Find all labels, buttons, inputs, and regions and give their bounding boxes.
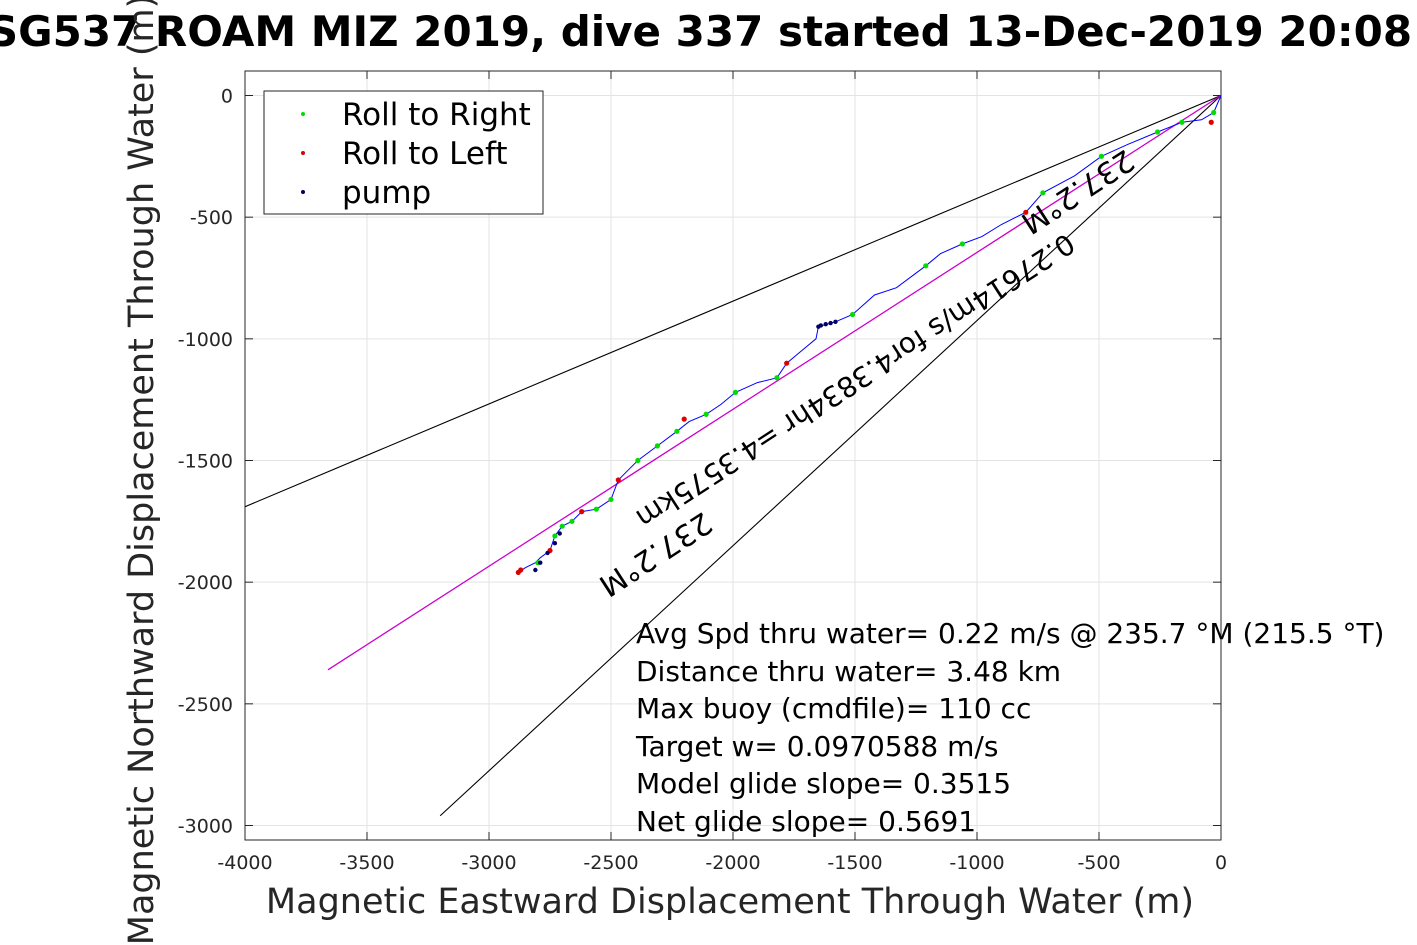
roll-right-point: [1040, 190, 1046, 196]
roll-left-point: [1208, 119, 1214, 125]
roll-left-point: [615, 477, 621, 483]
y-tick-label: -500: [190, 207, 233, 229]
stat-target-w: Target w= 0.0970588 m/s: [635, 730, 998, 763]
legend-marker-roll-right: [301, 112, 305, 116]
legend-label-roll-left: Roll to Left: [342, 136, 508, 172]
legend-box: [263, 90, 544, 215]
roll-right-point: [569, 518, 575, 524]
roll-left-point: [681, 416, 687, 422]
x-tick-label: -4000: [217, 852, 272, 874]
stat-avg-speed: Avg Spd thru water= 0.22 m/s @ 235.7 °M …: [636, 617, 1384, 650]
pump-point: [833, 319, 838, 324]
x-axis: -4000 -3500 -3000 -2500 -2000 -1500 -1000 -500 0: [217, 71, 1227, 874]
stat-net-glide: Net glide slope= 0.5691: [636, 805, 976, 838]
y-tick-label: -1000: [178, 329, 233, 351]
pump-point: [538, 560, 543, 565]
y-tick-label: 0: [221, 86, 233, 108]
y-axis-label: Magnetic Northward Displacement Through …: [122, 0, 162, 945]
y-axis: 0 -500 -1000 -1500 -2000 -2500 -3000: [178, 86, 1221, 838]
y-tick-label: -3000: [178, 816, 233, 838]
roll-right-point: [654, 443, 660, 449]
lower-bound-line: [439, 95, 1222, 817]
stats-block: Avg Spd thru water= 0.22 m/s @ 235.7 °M …: [635, 617, 1384, 838]
x-axis-label: Magnetic Eastward Displacement Through W…: [266, 882, 1194, 922]
roll-right-point: [608, 496, 614, 503]
pump-point: [828, 320, 833, 326]
roll-right-point: [1211, 109, 1217, 116]
legend: Roll to Right Roll to Left pump: [263, 90, 544, 215]
x-tick-label: -1000: [949, 852, 1004, 874]
x-tick-label: -3500: [339, 852, 394, 874]
roll-right-point: [593, 506, 599, 512]
x-tick-label: -2500: [583, 852, 638, 874]
reference-lines: [244, 94, 1222, 817]
roll-right-point: [635, 457, 641, 464]
roll-right-point: [703, 411, 709, 417]
roll-right-point: [774, 375, 780, 381]
stat-max-buoy: Max buoy (cmdfile)= 110 cc: [636, 692, 1031, 725]
legend-label-pump: pump: [342, 175, 431, 211]
legend-label-roll-right: Roll to Right: [342, 97, 531, 133]
roll-right-point: [849, 311, 856, 318]
roll-right-point: [674, 428, 680, 434]
points-layer: [515, 109, 1217, 576]
roll-right-point: [552, 533, 558, 539]
roll-right-point: [732, 389, 739, 395]
x-tick-label: -3000: [461, 852, 516, 874]
x-tick-label: -2000: [705, 852, 760, 874]
roll-right-point: [923, 263, 929, 269]
roll-right-point: [1098, 153, 1105, 159]
roll-left-point: [784, 360, 790, 366]
roll-left-point: [579, 509, 585, 515]
chart-title: SG537 ROAM MIZ 2019, dive 337 started 13…: [0, 7, 1412, 56]
y-tick-label: -2000: [178, 572, 233, 594]
y-tick-label: -1500: [178, 451, 233, 473]
stat-distance: Distance thru water= 3.48 km: [636, 655, 1061, 688]
x-tick-label: -1500: [827, 852, 882, 874]
legend-marker-roll-left: [301, 151, 305, 155]
y-tick-label: -2500: [178, 694, 233, 716]
roll-right-point: [1179, 119, 1185, 125]
roll-left-point: [515, 569, 521, 576]
x-tick-label: 0: [1215, 852, 1227, 874]
upper-bound-line: [244, 94, 1222, 508]
legend-marker-pump: [301, 190, 305, 194]
pump-point: [533, 567, 538, 573]
x-tick-label: -500: [1077, 852, 1120, 874]
stat-model-glide: Model glide slope= 0.3515: [636, 767, 1011, 800]
pump-point: [816, 324, 821, 329]
mean-heading-line: [327, 94, 1222, 671]
pump-point: [823, 322, 828, 327]
pump-point: [552, 541, 558, 546]
roll-right-point: [1154, 129, 1161, 135]
pump-point: [557, 531, 562, 536]
roll-left-point: [1023, 209, 1029, 215]
pump-point: [545, 550, 550, 556]
roll-right-point: [959, 241, 965, 247]
grid: [244, 71, 1222, 840]
roll-right-point: [559, 523, 565, 529]
